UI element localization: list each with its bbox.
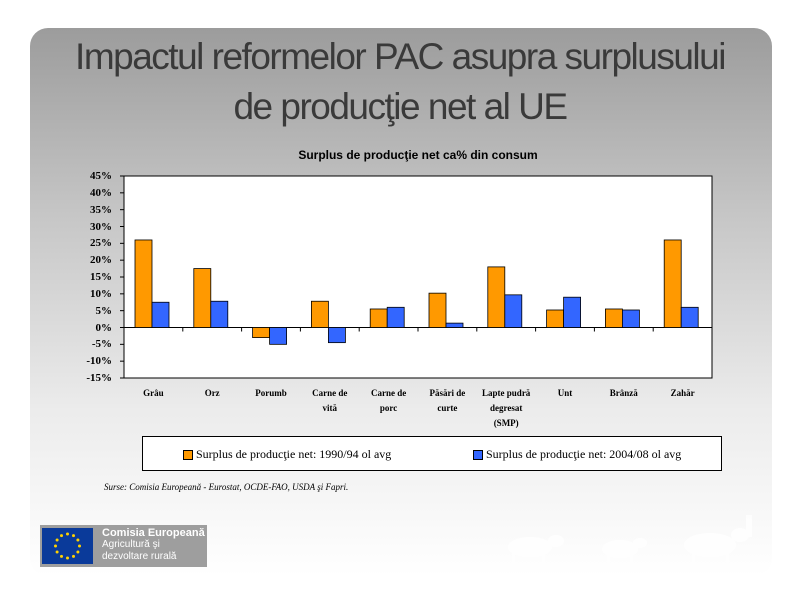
bar-orange: [546, 309, 564, 328]
y-tick-label: -5%: [91, 338, 112, 351]
bar-blue: [327, 327, 346, 344]
y-tick-label: 10%: [90, 287, 112, 300]
bar-blue: [210, 300, 229, 328]
legend-swatch-orange: [183, 449, 193, 460]
y-tick-label: 25%: [90, 237, 112, 250]
eu-star-icon: [55, 538, 59, 542]
bar-orange: [428, 292, 447, 328]
eu-star-icon: [60, 534, 63, 538]
x-category-label-line: curte: [437, 403, 458, 413]
y-tick-label: -10%: [86, 355, 112, 368]
legend-label-1990-94: Surplus de producţie net: 1990/94 ol avg: [196, 447, 392, 461]
x-category-label: Carne de porc: [353, 386, 425, 416]
x-category-label-line: Orz: [204, 388, 220, 398]
y-tick-label: 45%: [90, 170, 112, 182]
y-tick-label: 35%: [90, 203, 112, 216]
x-category-label-line: Păsări de: [429, 388, 466, 398]
bar-blue: [386, 306, 405, 328]
eu-star-icon: [72, 534, 75, 538]
x-category-label-line: Carne de: [370, 388, 407, 398]
x-category-label: Orz: [176, 386, 248, 401]
legend-item-2004-08: Surplus de producţie net: 2004/08 ol avg: [473, 447, 681, 462]
eu-star-icon: [76, 550, 80, 554]
slide-title-line-2: de producţie net al UE: [233, 86, 568, 127]
european-commission-logo: Comisia Europeană Agricultură şi dezvolt…: [40, 525, 207, 567]
plot-area: [123, 175, 713, 379]
eu-star-icon: [60, 554, 63, 558]
bar-orange: [134, 239, 153, 328]
bar-blue: [680, 306, 699, 328]
y-tick-label: 40%: [90, 186, 112, 199]
x-category-label: Porumb: [235, 386, 307, 401]
footer-dept-line-2: dezvoltare rurală: [102, 551, 177, 562]
footer-dept-line-1: Agricultură şi: [102, 539, 160, 550]
eu-star-icon: [78, 544, 81, 548]
footer-org-name: Comisia Europeană: [102, 527, 205, 539]
x-category-label: Păsări de curte: [411, 386, 483, 416]
bar-orange: [369, 308, 388, 328]
bar-blue: [563, 296, 581, 328]
bar-orange: [487, 266, 506, 328]
bar-orange: [193, 268, 212, 328]
x-category-label: Grâu: [117, 386, 189, 401]
bar-blue: [151, 301, 170, 328]
legend-swatch-blue: [473, 449, 483, 460]
eu-star-icon: [72, 554, 75, 558]
bar-orange: [310, 300, 329, 328]
x-category-label: Zahăr: [647, 386, 719, 401]
bar-blue: [269, 327, 288, 345]
chart-title: Surplus de producţie net ca% din consum: [298, 148, 538, 162]
x-category-label-line: degresat: [490, 403, 523, 413]
x-category-label-line: Grâu: [143, 388, 164, 398]
x-category-label-line: Brânză: [609, 388, 638, 398]
x-category-label: Lapte pudră degresat (SMP): [470, 386, 542, 431]
y-tick-label: 15%: [90, 271, 112, 283]
x-category-label-line: (SMP): [493, 418, 519, 428]
eu-star-icon: [66, 532, 69, 536]
eu-star-icon: [76, 538, 80, 542]
x-category-label: Unt: [529, 386, 601, 401]
x-category-label-line: Carne de: [312, 388, 348, 398]
x-category-label-line: Porumb: [255, 388, 287, 398]
eu-star-icon: [66, 556, 69, 560]
slide-title: Impactul reformelor PAC asupra surplusul…: [0, 32, 800, 132]
y-tick-label: -15%: [86, 372, 112, 384]
y-tick-label: 5%: [95, 304, 113, 317]
legend-label-2004-08: Surplus de producţie net: 2004/08 ol avg: [486, 447, 682, 461]
farm-silhouettes-decoration: [508, 515, 752, 565]
bar-blue: [504, 294, 523, 328]
x-category-label: Brânză: [588, 386, 660, 401]
x-category-label-line: Zahăr: [670, 388, 695, 398]
x-category-label-line: Unt: [557, 388, 573, 398]
bar-blue: [622, 309, 640, 328]
bar-blue: [445, 322, 464, 328]
chart-legend: Surplus de producţie net: 1990/94 ol avg…: [142, 436, 722, 471]
y-tick-label: 0%: [95, 321, 113, 334]
y-tick-label: 20%: [90, 254, 112, 267]
x-category-label-line: vită: [322, 403, 338, 413]
bar-orange: [605, 308, 623, 328]
source-note: Surse: Comisia Europeană - Eurostat, OCD…: [104, 482, 349, 492]
y-tick-label: 30%: [90, 220, 112, 233]
x-category-label-line: porc: [379, 403, 398, 413]
eu-flag-icon: [42, 528, 93, 564]
x-category-label: Carne de vită: [294, 386, 366, 416]
eu-star-icon: [54, 544, 57, 548]
bar-orange: [663, 239, 682, 328]
legend-item-1990-94: Surplus de producţie net: 1990/94 ol avg: [183, 447, 391, 462]
bar-orange: [252, 327, 271, 339]
eu-star-icon: [55, 550, 59, 554]
x-category-label-line: Lapte pudră: [482, 388, 531, 398]
slide-title-line-1: Impactul reformelor PAC asupra surplusul…: [75, 36, 726, 77]
